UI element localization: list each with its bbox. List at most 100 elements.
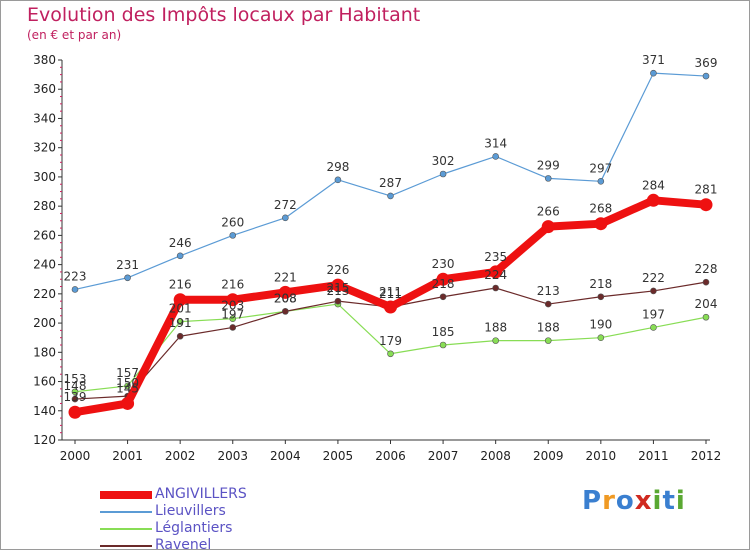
legend-item-angivillers: ANGIVILLERS (100, 486, 247, 503)
data-point-ravenel (492, 284, 499, 292)
data-label-lieuvillers: 297 (589, 161, 612, 175)
data-label-angivillers: 281 (695, 183, 718, 197)
x-tick-label: 2006 (375, 449, 406, 463)
legend-swatch (100, 510, 152, 513)
data-point-ravenel (282, 308, 289, 315)
data-label-lieuvillers: 287 (379, 176, 402, 190)
x-tick-label: 2000 (60, 449, 91, 463)
data-label-lieuvillers: 298 (326, 160, 349, 174)
data-point-angivillers (594, 217, 608, 231)
data-point-ravenel (702, 278, 710, 286)
x-tick-label: 2008 (480, 449, 511, 463)
data-label-ravenel: 215 (326, 281, 349, 295)
data-label-angivillers: 216 (221, 278, 244, 292)
data-point-angivillers (173, 293, 187, 307)
data-point-leglantiers (71, 388, 79, 396)
legend-swatch (100, 490, 152, 499)
data-point-angivillers (489, 265, 503, 279)
data-point-lieuvillers (544, 175, 552, 182)
data-point-leglantiers (387, 350, 394, 358)
data-point-lieuvillers (176, 252, 184, 260)
legend-label: Léglantiers (155, 520, 233, 536)
data-label-ravenel: 224 (484, 268, 507, 282)
y-tick-label: 360 (33, 82, 56, 96)
data-point-leglantiers (176, 318, 184, 325)
legend: ANGIVILLERS Lieuvillers Léglantiers Ravenel (100, 486, 247, 554)
data-point-ravenel (439, 293, 447, 301)
data-point-lieuvillers (492, 153, 499, 160)
data-label-leglantiers: 157 (116, 366, 139, 380)
y-tick-label: 200 (33, 316, 56, 330)
data-point-lieuvillers (439, 170, 447, 178)
data-label-leglantiers: 188 (484, 321, 507, 335)
data-point-angivillers (646, 193, 660, 207)
data-label-leglantiers: 185 (432, 325, 455, 339)
legend-label: ANGIVILLERS (155, 486, 247, 502)
data-label-angivillers: 235 (484, 250, 507, 264)
data-point-angivillers (68, 405, 82, 419)
data-label-leglantiers: 208 (274, 291, 297, 305)
data-point-lieuvillers (387, 192, 394, 200)
data-label-leglantiers: 201 (169, 302, 192, 316)
data-point-ravenel (334, 297, 342, 305)
x-tick-label: 2010 (586, 449, 617, 463)
data-point-leglantiers (544, 337, 552, 344)
y-tick-label: 160 (33, 375, 56, 389)
data-point-leglantiers (229, 315, 237, 322)
data-label-angivillers: 221 (274, 270, 297, 284)
data-point-angivillers (278, 285, 292, 299)
legend-item-leglantiers: Léglantiers (100, 520, 247, 537)
x-tick-label: 2005 (323, 449, 354, 463)
data-label-leglantiers: 188 (537, 321, 560, 335)
y-tick-label: 120 (33, 433, 56, 447)
data-label-angivillers: 284 (642, 178, 665, 192)
data-label-angivillers: 216 (169, 278, 192, 292)
x-tick-label: 2007 (428, 449, 459, 463)
data-label-ravenel: 197 (221, 307, 244, 321)
data-point-leglantiers (492, 337, 499, 344)
data-label-ravenel: 208 (274, 291, 297, 305)
legend-item-ravenel: Ravenel (100, 537, 247, 554)
data-label-angivillers: 211 (379, 285, 402, 299)
data-label-ravenel: 213 (537, 284, 560, 298)
data-point-ravenel (229, 324, 237, 331)
x-tick-label: 2003 (217, 449, 248, 463)
data-label-leglantiers: 190 (589, 318, 612, 332)
data-label-lieuvillers: 246 (169, 236, 192, 250)
data-label-ravenel: 218 (432, 277, 455, 291)
legend-label: Ravenel (155, 537, 212, 553)
data-label-angivillers: 139 (64, 390, 87, 404)
y-tick-label: 180 (33, 345, 56, 359)
data-label-angivillers: 145 (116, 381, 139, 395)
y-tick-label: 240 (33, 258, 56, 272)
data-label-leglantiers: 179 (379, 334, 402, 348)
y-tick-label: 220 (33, 287, 56, 301)
data-point-leglantiers (439, 341, 447, 349)
data-label-lieuvillers: 369 (695, 56, 718, 70)
data-label-lieuvillers: 299 (537, 158, 560, 172)
data-point-ravenel (650, 287, 657, 295)
data-point-lieuvillers (702, 72, 710, 80)
data-point-lieuvillers (650, 69, 657, 77)
x-tick-label: 2012 (691, 449, 722, 463)
data-label-angivillers: 230 (432, 257, 455, 271)
y-tick-label: 320 (33, 141, 56, 155)
proxiti-logo: Proxiti (582, 486, 686, 516)
chart-title: Evolution des Impôts locaux par Habitant (27, 4, 421, 26)
data-label-leglantiers: 204 (695, 297, 718, 311)
y-tick-label: 280 (33, 199, 56, 213)
data-label-lieuvillers: 314 (484, 136, 507, 150)
data-point-ravenel (176, 332, 184, 340)
legend-swatch (100, 527, 152, 530)
data-point-angivillers (436, 272, 450, 286)
data-point-lieuvillers (229, 232, 237, 239)
data-label-leglantiers: 197 (642, 307, 665, 321)
data-label-ravenel: 222 (642, 271, 665, 285)
data-label-ravenel: 211 (379, 287, 402, 301)
data-label-ravenel: 150 (116, 376, 139, 390)
data-label-lieuvillers: 223 (64, 269, 87, 283)
data-point-ravenel (544, 300, 552, 308)
data-label-lieuvillers: 302 (432, 154, 455, 168)
legend-item-lieuvillers: Lieuvillers (100, 503, 247, 520)
